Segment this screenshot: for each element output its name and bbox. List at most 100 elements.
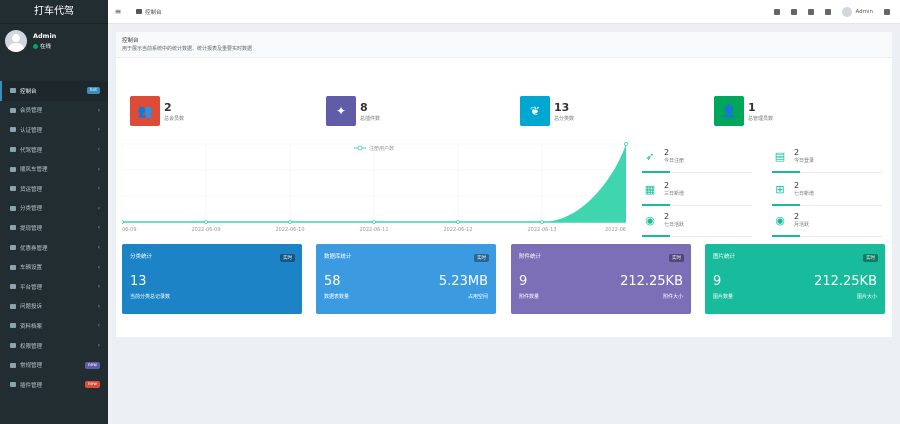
chevron-left-icon: ‹ xyxy=(97,283,100,291)
trash-icon[interactable] xyxy=(791,9,798,15)
stat-card: 👤 1 总管理员数 xyxy=(714,96,834,126)
sidebar-item[interactable]: 顺风车管理 ‹ xyxy=(0,159,108,179)
sidebar-item[interactable]: 权限管理 ‹ xyxy=(0,336,108,356)
mini-stat-label: 三日新增 xyxy=(664,191,685,197)
menu-item-icon xyxy=(10,107,16,113)
panel-left-value: 13 xyxy=(130,274,147,289)
tab-dashboard[interactable]: 控制台 xyxy=(128,0,170,24)
sidebar-item[interactable]: 车辆设置 ‹ xyxy=(0,257,108,277)
user-icon: 👤 xyxy=(714,96,744,126)
mini-stat: ⊞ 2 七日新增 xyxy=(772,176,882,206)
mini-stat-label: 今日注册 xyxy=(664,158,685,164)
mini-stat: ◉ 2 月活跃 xyxy=(772,207,882,237)
sidebar-item[interactable]: 问题投诉 ‹ xyxy=(0,297,108,317)
online-dot-icon xyxy=(33,43,38,49)
avatar xyxy=(5,30,27,52)
sidebar-item-label: 顺风车管理 xyxy=(20,167,48,174)
mini-stat-value: 2 xyxy=(794,148,800,157)
mini-stat-value: 2 xyxy=(794,212,800,221)
stat-panel: 图片统计 实时 9 212.25KB 图片数量 图片大小 xyxy=(705,244,885,314)
x-tick-label: 2022-06-10 xyxy=(275,227,304,233)
stat-panel: 数据库统计 实时 58 5.23MB 数据表数量 占用空间 xyxy=(316,244,496,314)
sidebar-item[interactable]: 代驾管理 ‹ xyxy=(0,140,108,160)
sidebar-item[interactable]: 插件管理 new xyxy=(0,375,108,395)
sidebar-item[interactable]: 会员管理 ‹ xyxy=(0,101,108,121)
header-tools: Admin xyxy=(774,0,890,24)
sidebar-item[interactable]: 平台管理 ‹ xyxy=(0,277,108,297)
area-series xyxy=(122,144,626,222)
stat-card: 👥 2 总会员数 xyxy=(130,96,250,126)
rocket-icon: ➶ xyxy=(645,149,655,163)
x-tick-label: 2022-06-09 xyxy=(191,227,220,233)
panel-title: 数据库统计 xyxy=(324,254,352,260)
stat-card: ❦ 13 总分类数 xyxy=(520,96,640,126)
panel-left-value: 58 xyxy=(324,274,341,289)
x-tick-label: 2022-06-11 xyxy=(359,227,388,233)
sidebar-item-label: 控制台 xyxy=(20,88,37,95)
sidebar-item[interactable]: 优惠券管理 ‹ xyxy=(0,238,108,258)
page-description: 用于展示当前系统中的统计数据、统计报表及重要实时数据 xyxy=(122,46,253,52)
mini-stat: ➶ 2 今日注册 xyxy=(642,143,752,173)
leaf-icon: ❦ xyxy=(520,96,550,126)
x-tick-label: 2022-06-13 xyxy=(527,227,556,233)
panel-right-sub: 附件大小 xyxy=(662,294,683,300)
home-icon[interactable] xyxy=(774,9,781,15)
admin-menu[interactable]: Admin xyxy=(842,7,873,17)
menu-item-icon xyxy=(10,362,16,368)
sidebar-item[interactable]: 常规管理 new xyxy=(0,355,108,375)
mini-stat: ▤ 2 今日登录 xyxy=(772,143,882,173)
mini-stat: ◉ 2 七日活跃 xyxy=(642,207,752,237)
chevron-left-icon: ‹ xyxy=(97,126,100,134)
panel-left-sub: 附件数量 xyxy=(519,294,540,300)
menu-item-icon xyxy=(10,343,16,349)
mini-stat-label: 今日登录 xyxy=(794,158,815,164)
sidebar-item[interactable]: 货运管理 ‹ xyxy=(0,179,108,199)
fullscreen-icon[interactable] xyxy=(825,9,832,15)
calendar-plus-icon: ⊞ xyxy=(775,182,785,196)
mini-stat-value: 2 xyxy=(794,181,800,190)
avatar xyxy=(842,7,853,17)
menu-item-icon xyxy=(10,205,16,211)
sidebar-item-label: 货运管理 xyxy=(20,186,43,193)
sidebar-item-label: 优惠券管理 xyxy=(20,245,48,252)
vcard-icon: ▤ xyxy=(774,149,786,163)
settings-icon[interactable] xyxy=(884,9,890,15)
sidebar-item-label: 权限管理 xyxy=(20,343,43,350)
mini-stat-label: 七日活跃 xyxy=(664,222,685,228)
stat-value: 2 xyxy=(164,100,172,114)
menu-item-icon xyxy=(10,127,16,133)
user-circle-icon: ◉ xyxy=(775,213,785,227)
stat-panel: 分类统计 实时 13 当前分类总记录数 xyxy=(122,244,302,314)
sidebar-item[interactable]: 控制台 hot xyxy=(0,81,108,101)
progress-bar xyxy=(642,204,752,206)
sidebar-item[interactable]: 资料档案 ‹ xyxy=(0,316,108,336)
sidebar-item-badge: hot xyxy=(86,87,100,95)
menu-item-icon xyxy=(10,264,16,270)
sidebar-item[interactable]: 提现管理 ‹ xyxy=(0,218,108,238)
dashboard-icon xyxy=(136,9,142,14)
panel-left-value: 9 xyxy=(713,274,722,289)
sidebar-item[interactable]: 认证管理 ‹ xyxy=(0,120,108,140)
menu-item-icon xyxy=(10,382,16,388)
x-tick-label: 06-09 xyxy=(122,227,137,233)
app-logo[interactable]: 打车代驾 xyxy=(0,0,108,24)
realtime-tag: 实时 xyxy=(280,254,295,262)
data-point xyxy=(456,220,460,224)
sidebar-item-badge: new xyxy=(84,381,100,389)
mini-stat-value: 2 xyxy=(664,148,670,157)
progress-fill xyxy=(772,235,800,237)
sidebar-item-badge: new xyxy=(84,361,100,369)
stat-label: 总会员数 xyxy=(164,115,185,122)
progress-fill xyxy=(772,204,800,206)
progress-bar xyxy=(642,171,752,173)
legend-label: 注册用户数 xyxy=(369,145,394,152)
language-icon[interactable] xyxy=(808,9,815,15)
progress-bar xyxy=(772,235,882,237)
progress-fill xyxy=(642,204,670,206)
sidebar-item[interactable]: 分类管理 ‹ xyxy=(0,199,108,219)
sidebar-item-label: 车辆设置 xyxy=(20,265,43,272)
registration-chart: 06-09 2022-06-09 2022-06-10 2022-06-11 2022-… xyxy=(122,142,628,233)
menu-toggle-icon[interactable]: ≡ xyxy=(114,7,122,16)
stat-value: 8 xyxy=(360,100,368,114)
data-point xyxy=(540,220,544,224)
